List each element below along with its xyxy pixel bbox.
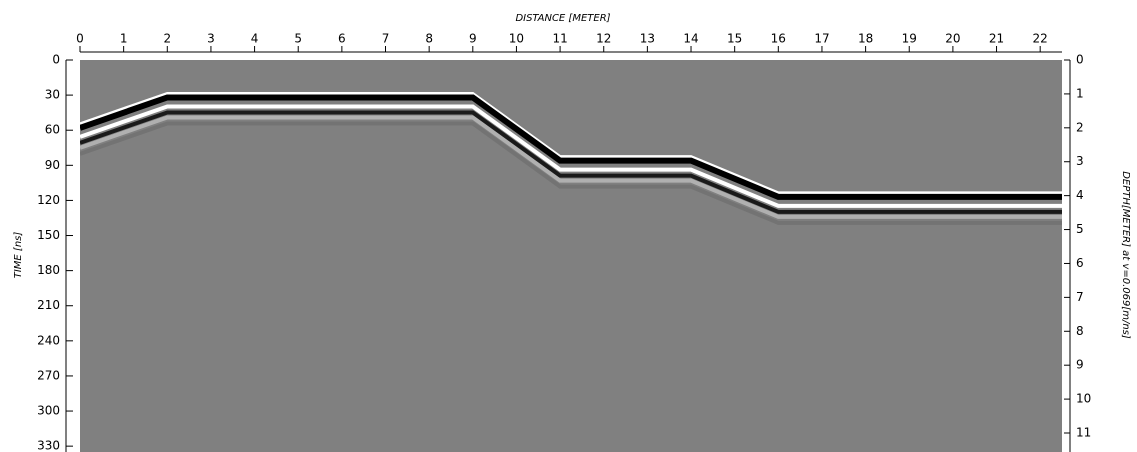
y-tick-label: 30	[45, 88, 60, 102]
y2-tick-label: 5	[1076, 222, 1084, 236]
y2-tick-label: 8	[1076, 324, 1084, 338]
y2-tick-label: 4	[1076, 188, 1084, 202]
y-tick-label: 180	[37, 263, 60, 277]
x-tick-label: 18	[858, 32, 873, 46]
x-tick-label: 17	[814, 32, 829, 46]
x-tick-label: 12	[596, 32, 611, 46]
reflection-echo	[80, 110, 1062, 214]
y2-axis-title: DEPTH[METER] at v=0.069[m/ns]	[1120, 171, 1131, 339]
y-tick-label: 240	[37, 333, 60, 347]
y-tick-label: 150	[37, 228, 60, 242]
x-tick-label: 13	[640, 32, 655, 46]
x-tick-label: 5	[294, 32, 302, 46]
x-tick-label: 10	[509, 32, 524, 46]
reflection-halo	[80, 91, 1062, 195]
x-tick-label: 2	[163, 32, 171, 46]
y-tick-label: 0	[52, 53, 60, 67]
x-tick-label: 0	[76, 32, 84, 46]
y-tick-label: 90	[45, 158, 60, 172]
x-tick-label: 9	[469, 32, 477, 46]
y-tick-label: 120	[37, 193, 60, 207]
x-tick-label: 14	[683, 32, 698, 46]
y-axis-title: TIME [ns]	[13, 232, 24, 279]
y2-tick-label: 11	[1076, 426, 1091, 440]
x-tick-label: 3	[207, 32, 215, 46]
y2-tick-label: 1	[1076, 86, 1084, 100]
y2-tick-label: 9	[1076, 358, 1084, 372]
reflector	[80, 94, 1062, 200]
x-tick-label: 15	[727, 32, 742, 46]
x-tick-label: 7	[382, 32, 390, 46]
x-tick-label: 6	[338, 32, 346, 46]
y-tick-label: 60	[45, 123, 60, 137]
x-tick-label: 4	[251, 32, 259, 46]
x-tick-label: 19	[902, 32, 917, 46]
x-axis-title: DISTANCE [METER]	[515, 13, 610, 24]
y-tick-label: 270	[37, 368, 60, 382]
x-tick-label: 8	[425, 32, 433, 46]
x-tick-label: 21	[989, 32, 1004, 46]
y-tick-label: 330	[37, 439, 60, 452]
x-tick-label: 1	[120, 32, 128, 46]
y2-tick-label: 3	[1076, 154, 1084, 168]
x-tick-label: 20	[945, 32, 960, 46]
y2-tick-label: 6	[1076, 256, 1084, 270]
x-tick-label: 11	[552, 32, 567, 46]
y2-tick-label: 10	[1076, 392, 1091, 406]
x-tick-label: 16	[771, 32, 786, 46]
plot-area	[80, 91, 1062, 225]
reflection-echo	[80, 104, 1062, 208]
x-tick-label: 22	[1033, 32, 1048, 46]
y-tick-label: 210	[37, 298, 60, 312]
y2-tick-label: 2	[1076, 120, 1084, 134]
y2-tick-label: 7	[1076, 290, 1084, 304]
reflection-echo	[80, 121, 1062, 225]
reflection-echo	[80, 115, 1062, 219]
y2-tick-label: 0	[1076, 53, 1084, 67]
y-tick-label: 300	[37, 404, 60, 418]
